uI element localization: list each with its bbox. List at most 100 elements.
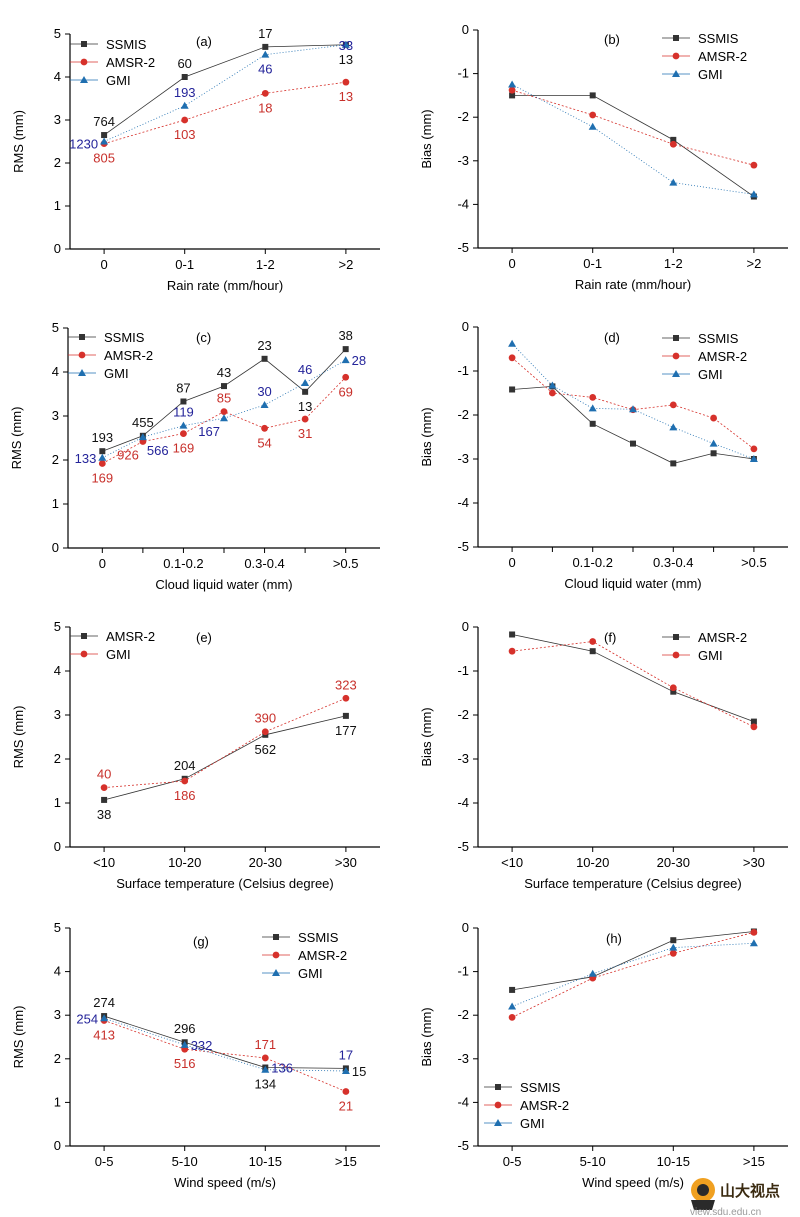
series-line-amsr-2 bbox=[511, 931, 755, 1018]
data-point-gmi bbox=[508, 80, 517, 88]
y-tick-label: -5 bbox=[457, 539, 469, 554]
y-tick-label: -5 bbox=[457, 1138, 469, 1153]
x-tick-label: 0 bbox=[99, 556, 106, 571]
data-point-amsr-2 bbox=[710, 414, 717, 422]
data-point-amsr-2 bbox=[342, 712, 349, 719]
chart-panel-d: 0 -1 -2 -3 -4 -5 0 0.1-0.2 0.3-0.4 >0.5 Cloud liqu… bbox=[419, 319, 788, 591]
data-point-gmi bbox=[508, 647, 516, 655]
series-line-gmi bbox=[511, 942, 754, 1007]
legend-label: GMI bbox=[106, 73, 131, 88]
data-label: 17 bbox=[258, 26, 272, 41]
y-tick-label: 3 bbox=[54, 112, 61, 127]
data-point-gmi bbox=[508, 1002, 517, 1010]
x-tick-label: <10 bbox=[93, 855, 115, 870]
y-axis-title: RMS (mm) bbox=[11, 110, 26, 173]
panel-label: (h) bbox=[606, 931, 622, 946]
data-label: 46 bbox=[258, 62, 272, 77]
y-tick-label: -4 bbox=[457, 1094, 469, 1109]
y-tick-label: 5 bbox=[54, 26, 61, 41]
y-tick-label: 0 bbox=[462, 22, 469, 37]
legend-label: GMI bbox=[698, 67, 723, 82]
legend-marker-amsr-2 bbox=[673, 634, 679, 640]
legend-marker-gmi bbox=[80, 650, 88, 658]
legend-marker-ssmis bbox=[495, 1084, 501, 1090]
data-point-ssmis bbox=[509, 986, 516, 993]
data-point-gmi bbox=[508, 339, 517, 347]
data-point-amsr-2 bbox=[261, 424, 268, 432]
data-point-ssmis bbox=[302, 388, 309, 395]
data-point-gmi bbox=[709, 439, 718, 447]
data-label: 134 bbox=[254, 1077, 276, 1092]
data-point-gmi bbox=[341, 356, 350, 364]
data-point-gmi bbox=[100, 784, 108, 791]
x-tick-label: 0-5 bbox=[95, 1154, 114, 1169]
data-point-gmi bbox=[342, 694, 350, 702]
data-point-amsr-2 bbox=[669, 949, 677, 957]
data-point-gmi bbox=[669, 943, 678, 951]
panel-label: (g) bbox=[193, 934, 209, 949]
y-tick-label: 4 bbox=[54, 69, 61, 84]
y-tick-label: -4 bbox=[457, 795, 469, 810]
legend: SSMIS AMSR-2 GMI bbox=[262, 930, 347, 981]
x-axis-title: Surface temperature (Celsius degree) bbox=[116, 876, 334, 891]
x-tick-label: 5-10 bbox=[172, 1154, 198, 1169]
legend-label: AMSR-2 bbox=[106, 55, 155, 70]
x-tick-label: >30 bbox=[743, 855, 765, 870]
y-axis-title: RMS (mm) bbox=[11, 706, 26, 769]
data-point-ssmis bbox=[262, 43, 269, 50]
y-tick-label: 0 bbox=[462, 920, 469, 935]
data-point-gmi bbox=[749, 939, 758, 947]
data-label: 21 bbox=[339, 1099, 353, 1114]
chart-panel-a: 0 1 2 3 4 5 0 0-1 1-2 >2 Rain rate (mm/hour) RMS (m… bbox=[11, 26, 380, 293]
data-label: 13 bbox=[339, 89, 353, 104]
y-tick-label: -1 bbox=[457, 663, 469, 678]
x-tick-label: 0 bbox=[508, 555, 515, 570]
y-tick-label: -1 bbox=[457, 363, 469, 378]
series-line-amsr-2 bbox=[511, 89, 755, 166]
y-tick-label: 4 bbox=[54, 964, 61, 979]
y-tick-label: 1 bbox=[54, 795, 61, 810]
sdu-logo-icon bbox=[691, 1178, 715, 1210]
data-label: 43 bbox=[217, 365, 231, 380]
data-point-ssmis bbox=[670, 460, 677, 467]
x-tick-label: 20-30 bbox=[249, 855, 282, 870]
data-point-amsr-2 bbox=[669, 401, 677, 409]
series-line-gmi bbox=[511, 84, 754, 195]
data-point-ssmis bbox=[101, 132, 108, 139]
legend-marker-gmi bbox=[672, 651, 680, 659]
y-tick-label: 1 bbox=[54, 198, 61, 213]
panel-label: (d) bbox=[604, 330, 620, 345]
x-tick-label: >15 bbox=[335, 1154, 357, 1169]
series-line-gmi bbox=[103, 1017, 346, 1072]
data-point-gmi bbox=[180, 1040, 189, 1048]
data-label: 566 bbox=[147, 443, 169, 458]
legend-marker-amsr-2 bbox=[272, 951, 280, 959]
data-point-gmi bbox=[341, 1067, 350, 1075]
series-line-gmi bbox=[104, 697, 347, 788]
data-label: 33 bbox=[339, 38, 353, 53]
data-point-amsr-2 bbox=[342, 1088, 350, 1095]
data-label: 516 bbox=[174, 1056, 196, 1071]
data-label: 15 bbox=[352, 1064, 366, 1079]
x-tick-label: 0-1 bbox=[175, 257, 194, 272]
series-line-gmi bbox=[512, 641, 755, 728]
series-line-ssmis bbox=[512, 95, 755, 197]
legend-marker-amsr-2 bbox=[672, 352, 680, 360]
x-tick-label: <10 bbox=[501, 855, 523, 870]
x-tick-label: 1-2 bbox=[664, 256, 683, 271]
y-tick-label: 4 bbox=[52, 364, 59, 379]
y-tick-label: 3 bbox=[54, 1007, 61, 1022]
y-tick-label: -4 bbox=[457, 495, 469, 510]
data-point-ssmis bbox=[589, 420, 596, 427]
data-label: 413 bbox=[93, 1027, 115, 1042]
x-tick-label: 10-20 bbox=[168, 855, 201, 870]
y-axis-title: Bias (mm) bbox=[419, 707, 434, 766]
x-axis-title: Rain rate (mm/hour) bbox=[575, 277, 691, 292]
x-tick-label: >2 bbox=[746, 256, 761, 271]
x-tick-label: >0.5 bbox=[741, 555, 767, 570]
data-point-gmi bbox=[261, 728, 269, 736]
data-point-amsr-2 bbox=[589, 394, 597, 401]
data-point-gmi bbox=[180, 101, 189, 109]
series-line-ssmis bbox=[512, 931, 754, 991]
x-tick-label: 0.1-0.2 bbox=[572, 555, 612, 570]
